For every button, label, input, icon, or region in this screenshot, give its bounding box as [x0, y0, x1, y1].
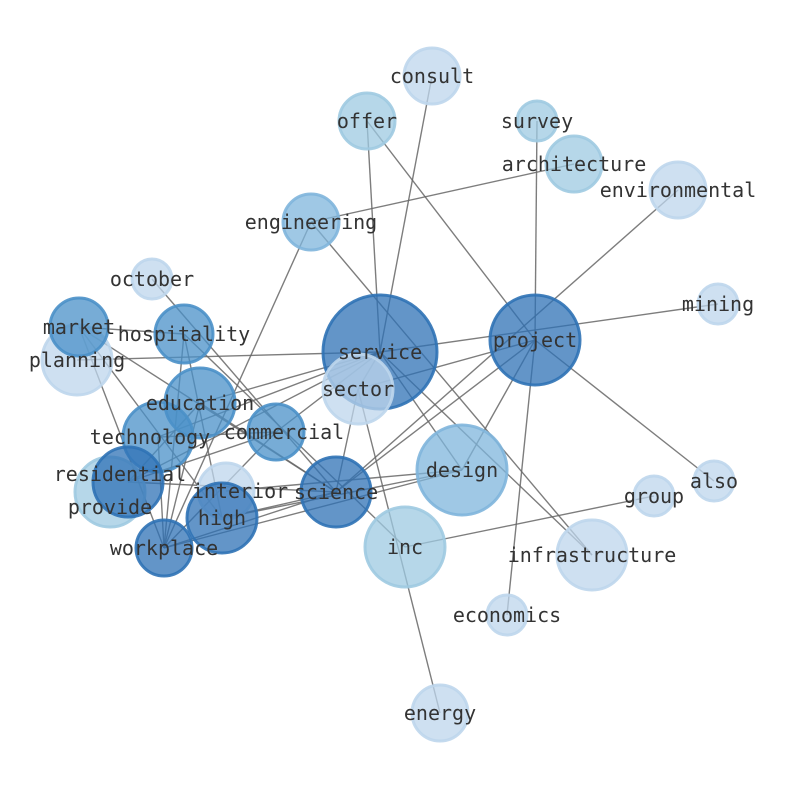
node-science[interactable] — [299, 455, 373, 529]
node-label-environmental: environmental — [600, 178, 757, 202]
node-label-offer: offer — [337, 109, 397, 133]
node-label-inc: inc — [387, 535, 423, 559]
node-offer[interactable] — [337, 91, 397, 151]
node-market[interactable] — [48, 296, 110, 358]
labels-layer: service project design inc sector infrastruct… — [29, 64, 756, 725]
node-mining[interactable] — [696, 282, 740, 326]
node-label-survey: survey — [501, 109, 573, 133]
node-label-group: group — [624, 484, 684, 508]
node-label-mining: mining — [682, 292, 754, 316]
node-project[interactable] — [488, 293, 582, 387]
node-residential[interactable] — [91, 445, 165, 519]
node-label-high: high — [198, 506, 246, 530]
node-label-also: also — [690, 469, 738, 493]
node-label-infrastructure: infrastructure — [508, 543, 677, 567]
nodes-layer — [40, 46, 740, 743]
node-sector[interactable] — [321, 352, 395, 426]
node-label-sector: sector — [322, 377, 394, 401]
node-label-energy: energy — [404, 701, 476, 725]
node-label-economics: economics — [453, 603, 561, 627]
node-label-education: education — [146, 391, 254, 415]
edge-engineering-infrastructure — [310, 221, 593, 556]
node-label-october: october — [110, 267, 194, 291]
node-october[interactable] — [130, 257, 174, 301]
node-label-hospitality: hospitality — [118, 322, 250, 346]
edge-architecture-engineering — [310, 163, 575, 223]
node-survey[interactable] — [515, 99, 559, 143]
node-economics[interactable] — [485, 593, 529, 637]
node-also[interactable] — [692, 459, 736, 503]
node-label-workplace: workplace — [110, 536, 218, 560]
node-label-design: design — [426, 458, 498, 482]
node-engineering[interactable] — [281, 192, 341, 252]
node-label-engineering: engineering — [245, 210, 377, 234]
node-energy[interactable] — [410, 683, 470, 743]
node-consult[interactable] — [402, 46, 462, 106]
node-label-technology: technology — [90, 425, 210, 449]
node-label-planning: planning — [29, 348, 125, 372]
node-group[interactable] — [632, 474, 676, 518]
node-label-market: market — [43, 315, 115, 339]
node-label-service: service — [338, 340, 422, 364]
node-infrastructure[interactable] — [555, 518, 629, 592]
node-label-architecture: architecture — [502, 152, 647, 176]
node-hospitality[interactable] — [153, 303, 215, 365]
node-label-interior: interior — [192, 479, 288, 503]
node-label-residential: residential — [54, 462, 186, 486]
node-inc[interactable] — [363, 505, 447, 589]
node-architecture[interactable] — [544, 134, 604, 194]
node-environmental[interactable] — [648, 160, 708, 220]
node-label-consult: consult — [390, 64, 474, 88]
node-label-project: project — [493, 328, 577, 352]
edge-inc-group — [404, 495, 655, 548]
node-commercial[interactable] — [246, 402, 306, 462]
node-workplace[interactable] — [134, 518, 194, 578]
node-label-provide: provide — [68, 495, 152, 519]
node-design[interactable] — [415, 423, 509, 517]
node-label-science: science — [294, 480, 378, 504]
node-label-commercial: commercial — [224, 420, 344, 444]
node-high[interactable] — [185, 481, 259, 555]
